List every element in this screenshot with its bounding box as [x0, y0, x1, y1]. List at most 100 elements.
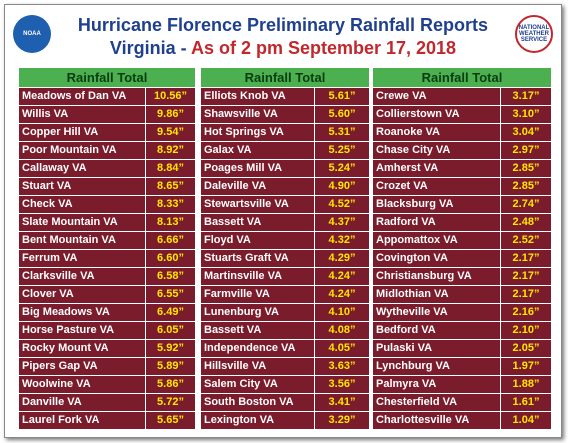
table-row: Hillsville VA 3.63” [201, 358, 369, 376]
rainfall-value: 2.10” [512, 324, 540, 336]
table-row: Poages Mill VA 5.24” [201, 160, 369, 178]
location: Martinsville VA [201, 268, 315, 285]
location: Big Meadows VA [19, 304, 146, 321]
rainfall-value: 3.29” [328, 414, 356, 426]
table-row: Big Meadows VA 6.49” [19, 304, 195, 322]
rainfall-value: 9.54” [157, 126, 184, 138]
rainfall-value: 5.65” [157, 414, 184, 426]
rainfall-value: 1.88” [512, 378, 540, 390]
rainfall-value: 1.61” [512, 396, 540, 408]
location: Salem City VA [201, 376, 315, 393]
table-row: Copper Hill VA 9.54” [19, 124, 195, 142]
rainfall-value: 4.24” [328, 288, 356, 300]
table-row: Rocky Mount VA 5.92” [19, 340, 195, 358]
location: Appomattox VA [373, 232, 501, 249]
table-row: Bassett VA 4.08” [201, 322, 369, 340]
nws-logo: NATIONAL WEATHER SERVICE [515, 15, 553, 53]
rainfall-value: 5.24” [328, 162, 356, 174]
rainfall-value: 3.63” [328, 360, 356, 372]
location: Bassett VA [201, 322, 315, 339]
table-row: Clover VA 6.55” [19, 286, 195, 304]
location: Check VA [19, 196, 146, 213]
rainfall-value: 9.86” [157, 108, 184, 120]
location: Poages Mill VA [201, 160, 315, 177]
location: Wytheville VA [373, 304, 501, 321]
location: Clarksville VA [19, 268, 146, 285]
table-header: Rainfall Total [19, 68, 195, 88]
table-row: Stuart VA 8.65” [19, 178, 195, 196]
rainfall-value: 5.61” [328, 90, 356, 102]
table-row: Lexington VA 3.29” [201, 412, 369, 430]
location: Crozet VA [373, 178, 501, 195]
location: Copper Hill VA [19, 124, 146, 141]
table-row: Blacksburg VA 2.74” [373, 196, 551, 214]
table-row: Bassett VA 4.37” [201, 214, 369, 232]
table-row: Callaway VA 8.84” [19, 160, 195, 178]
rainfall-value: 3.17” [512, 90, 540, 102]
rainfall-value: 4.10” [328, 306, 356, 318]
table-row: Stewartsville VA 4.52” [201, 196, 369, 214]
location: Galax VA [201, 142, 315, 159]
table-row: Pipers Gap VA 5.89” [19, 358, 195, 376]
table-row: Floyd VA 4.32” [201, 232, 369, 250]
rainfall-value: 8.65” [157, 180, 184, 192]
location: Radford VA [373, 214, 501, 231]
location: Lexington VA [201, 412, 315, 429]
subtitle-line: Virginia - As of 2 pm September 17, 2018 [5, 38, 561, 59]
location: Roanoke VA [373, 124, 501, 141]
rainfall-value: 2.52” [512, 234, 540, 246]
frame: NOAA NATIONAL WEATHER SERVICE Hurricane … [4, 4, 562, 438]
table-row: Slate Mountain VA 8.13” [19, 214, 195, 232]
rainfall-value: 1.97” [512, 360, 540, 372]
rainfall-value: 6.58” [157, 270, 184, 282]
table-row: Horse Pasture VA 6.05” [19, 322, 195, 340]
location: Pipers Gap VA [19, 358, 146, 375]
table-row: Check VA 8.33” [19, 196, 195, 214]
table-row: Clarksville VA 6.58” [19, 268, 195, 286]
subtitle: As of 2 pm September 17, 2018 [190, 38, 457, 58]
rainfall-value: 4.32” [328, 234, 356, 246]
rainfall-value: 6.55” [157, 288, 184, 300]
rainfall-value: 3.10” [512, 108, 540, 120]
table-row: Elliots Knob VA 5.61” [201, 88, 369, 106]
table-row: Palmyra VA 1.88” [373, 376, 551, 394]
location: Laurel Fork VA [19, 412, 146, 429]
table-row: Meadows of Dan VA 10.56” [19, 88, 195, 106]
location: Crewe VA [373, 88, 501, 105]
table-row: Hot Springs VA 5.31” [201, 124, 369, 142]
rainfall-value: 3.56” [328, 378, 356, 390]
rainfall-value: 6.60” [157, 252, 184, 264]
location: Blacksburg VA [373, 196, 501, 213]
rainfall-value: 3.41” [328, 396, 356, 408]
rainfall-value: 6.05” [157, 324, 184, 336]
table-row: Wytheville VA 2.16” [373, 304, 551, 322]
rainfall-value: 4.24” [328, 270, 356, 282]
table-row: Amherst VA 2.85” [373, 160, 551, 178]
table-row: Laurel Fork VA 5.65” [19, 412, 195, 430]
location: Chesterfield VA [373, 394, 501, 411]
rainfall-value: 4.37” [328, 216, 356, 228]
location: Elliots Knob VA [201, 88, 315, 105]
table-row: Salem City VA 3.56” [201, 376, 369, 394]
state: Virginia - [109, 38, 187, 58]
location: Hillsville VA [201, 358, 315, 375]
location: Willis VA [19, 106, 146, 123]
location: Woolwine VA [19, 376, 146, 393]
rainfall-value: 2.97” [512, 144, 540, 156]
location: Bedford VA [373, 322, 501, 339]
table-row: Shawsville VA 5.60” [201, 106, 369, 124]
location: Stewartsville VA [201, 196, 315, 213]
location: Callaway VA [19, 160, 146, 177]
table-row: Crozet VA 2.85” [373, 178, 551, 196]
location: Pulaski VA [373, 340, 501, 357]
table-row: Willis VA 9.86” [19, 106, 195, 124]
location: Bent Mountain VA [19, 232, 146, 249]
table-row: South Boston VA 3.41” [201, 394, 369, 412]
table-row: Stuarts Graft VA 4.29” [201, 250, 369, 268]
location: Clover VA [19, 286, 146, 303]
location: Ferrum VA [19, 250, 146, 267]
rainfall-value: 2.17” [512, 288, 540, 300]
location: Midlothian VA [373, 286, 501, 303]
location: Danville VA [19, 394, 146, 411]
